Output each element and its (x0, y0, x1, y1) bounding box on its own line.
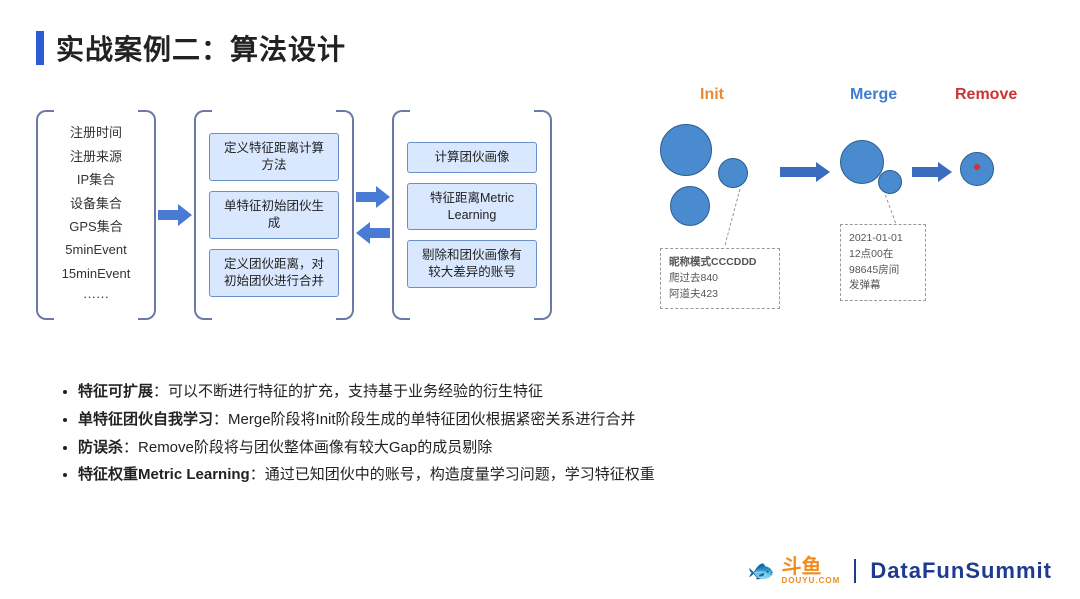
stage1-box: 定义特征距离计算方法 (209, 133, 339, 181)
arrow-right-icon (158, 204, 192, 226)
arrow-bidir (354, 186, 392, 244)
feature-item: 5minEvent (62, 238, 131, 261)
logo-douyu: 🐟 斗鱼 DOUYU.COM (748, 557, 840, 585)
arrow-1 (156, 204, 194, 226)
arrow-right-icon (780, 162, 830, 182)
stage2-box: 特征距离Metric Learning (407, 183, 537, 231)
merge-bubble (878, 170, 902, 194)
title-accent (36, 31, 44, 65)
douyu-sub: DOUYU.COM (782, 577, 841, 585)
feature-item: 设备集合 (62, 192, 131, 215)
feature-list: 注册时间 注册来源 IP集合 设备集合 GPS集合 5minEvent 15mi… (62, 121, 131, 308)
arrow-left-icon (356, 222, 390, 244)
phase-label-remove: Remove (955, 86, 1017, 104)
algorithm-flow-diagram: 注册时间 注册来源 IP集合 设备集合 GPS集合 5minEvent 15mi… (36, 100, 636, 330)
dashed-connector (885, 195, 896, 224)
slide-title-bar: 实战案例二：算法设计 (36, 28, 346, 68)
feature-item: 注册时间 (62, 121, 131, 144)
bullet-list: 特征可扩展：可以不断进行特征的扩充，支持基于业务经验的衍生特征 单特征团伙自我学… (56, 378, 976, 489)
bullet-item: 防误杀：Remove阶段将与团伙整体画像有较大Gap的成员剔除 (78, 434, 976, 462)
remove-outlier-dot (974, 164, 980, 170)
dashed-connector (725, 189, 741, 245)
init-bubble (670, 186, 710, 226)
feature-item: 15minEvent (62, 262, 131, 285)
note1-title: 昵称模式CCCDDD (669, 255, 771, 271)
phase-cluster-diagram: Init Merge Remove 昵称模式CCCDDD 爬过去840 阿道夫4… (640, 86, 1060, 326)
fish-icon: 🐟 (748, 558, 775, 584)
brand-datafunsummit: DataFunSummit (870, 558, 1052, 584)
stage2-box: 剔除和团伙画像有较大差异的账号 (407, 240, 537, 288)
stage2-box: 计算团伙画像 (407, 142, 537, 173)
douyu-name: 斗鱼 (782, 557, 841, 577)
bullet-item: 特征权重Metric Learning：通过已知团伙中的账号，构造度量学习问题，… (78, 461, 976, 489)
phase-label-merge: Merge (850, 86, 897, 104)
slide-title: 实战案例二：算法设计 (56, 28, 346, 68)
note2-line: 2021-01-01 (849, 231, 917, 247)
note1-line: 爬过去840 (669, 271, 771, 287)
feature-list-bracket: 注册时间 注册来源 IP集合 设备集合 GPS集合 5minEvent 15mi… (36, 110, 156, 320)
arrow-right-icon (356, 186, 390, 208)
note-event: 2021-01-01 12点00在 98645房间 发弹幕 (840, 224, 926, 301)
feature-item: IP集合 (62, 168, 131, 191)
note-nickname-pattern: 昵称模式CCCDDD 爬过去840 阿道夫423 (660, 248, 780, 309)
note2-line: 12点00在 (849, 247, 917, 263)
stage2-bracket: 计算团伙画像 特征距离Metric Learning 剔除和团伙画像有较大差异的… (392, 110, 552, 320)
merge-bubble (840, 140, 884, 184)
note2-line: 98645房间 (849, 263, 917, 279)
note2-line: 发弹幕 (849, 278, 917, 294)
footer: 🐟 斗鱼 DOUYU.COM DataFunSummit (748, 557, 1052, 585)
phase-label-init: Init (700, 86, 724, 104)
footer-separator (854, 559, 856, 583)
stage1-bracket: 定义特征距离计算方法 单特征初始团伙生成 定义团伙距离，对初始团伙进行合并 (194, 110, 354, 320)
arrow-right-icon (912, 162, 952, 182)
bullet-item: 单特征团伙自我学习：Merge阶段将Init阶段生成的单特征团伙根据紧密关系进行… (78, 406, 976, 434)
note1-line: 阿道夫423 (669, 287, 771, 303)
feature-item: ······ (62, 285, 131, 308)
stage1-box: 单特征初始团伙生成 (209, 191, 339, 239)
feature-item: GPS集合 (62, 215, 131, 238)
init-bubble (718, 158, 748, 188)
feature-item: 注册来源 (62, 145, 131, 168)
stage1-box: 定义团伙距离，对初始团伙进行合并 (209, 249, 339, 297)
bullet-item: 特征可扩展：可以不断进行特征的扩充，支持基于业务经验的衍生特征 (78, 378, 976, 406)
init-bubble (660, 124, 712, 176)
